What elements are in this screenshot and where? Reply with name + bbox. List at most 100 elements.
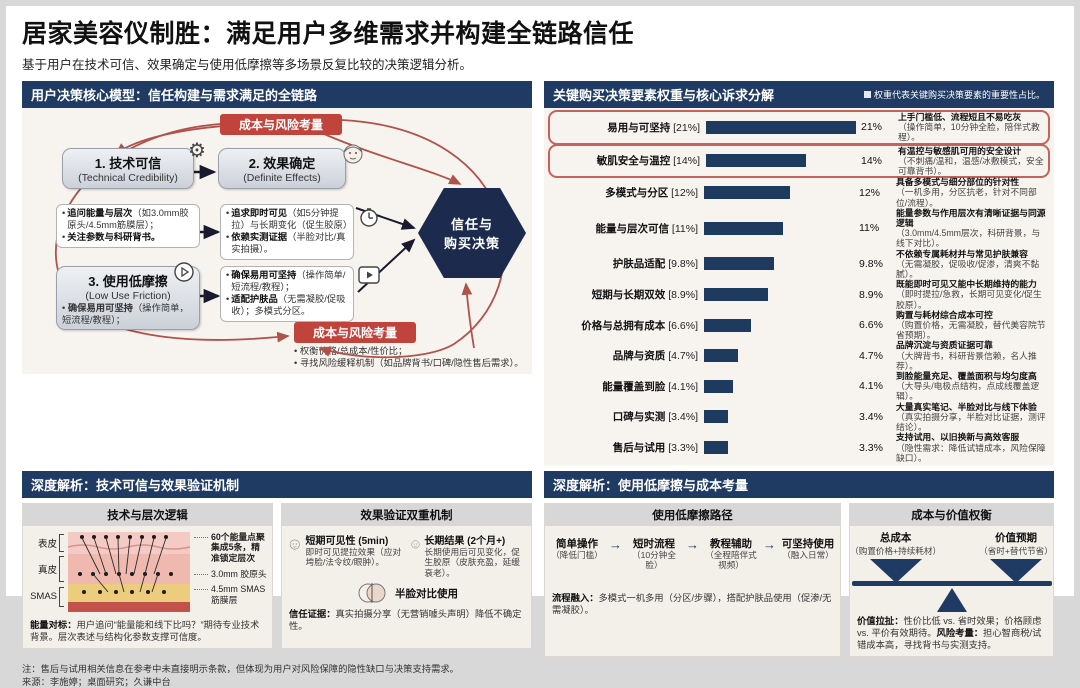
cost-risk-badge-bottom: 成本与风险考量: [294, 322, 416, 343]
slide-header: 居家美容仪制胜：满足用户多维需求并构建全链路信任 基于用户在技术可信、效果确定与…: [22, 14, 1058, 73]
row-detail: （真实拍摄分享，半脸对比证据，测评结论）。: [896, 411, 1046, 433]
bracket: [59, 586, 64, 607]
weight-row: 品牌与资质 [4.7%] 4.7% 品牌沉淀与资质证据可靠 （大牌背书，科研背景信…: [548, 340, 1050, 371]
tech-layer-box: 技术与层次逻辑 表皮 真皮 SMAS: [22, 502, 273, 650]
trust-evidence-note: 信任证据：真实拍摄分享（无营销噱头声明）降低不确定性。: [289, 609, 522, 632]
weight-value: 12%: [859, 186, 881, 199]
hexagon-line2: 购买决策: [443, 236, 500, 251]
row-detail: （无需凝胶，促吸收/促渗，清爽不黏腻）。: [896, 258, 1040, 280]
scale-left-pan: 总成本 （购置价格+持续耗材）: [850, 530, 941, 583]
weight-row: 短期与长期双效 [8.9%] 8.9% 既能即时可见又能中长期维持的能力 （即时提…: [548, 279, 1050, 310]
row-headline: 具备多模式与细分部位的针对性: [896, 177, 1020, 188]
deep-left-title: 深度解析：技术可信与效果验证机制: [31, 477, 240, 493]
weight-bar: [704, 349, 738, 363]
tech-layer-box-header: 技术与层次逻辑: [23, 503, 272, 526]
face-icon: [289, 539, 300, 550]
weights-note: 权重代表关键购买决策要素的重要性占比。: [863, 88, 1045, 101]
bullet-item: • 寻找风险缓释机制（如品牌背书/口碑/隐性售后需求）。: [294, 358, 524, 369]
decision-model-panel: 用户决策核心模型：信任构建与需求满足的全链路: [22, 81, 532, 465]
annotation: 60个能量点聚集成5条，精准锁定层次: [194, 532, 267, 564]
node2-subtitle: (Definite Effects): [243, 172, 321, 184]
decision-model-title: 用户决策核心模型：信任构建与需求满足的全链路: [31, 88, 318, 103]
effect-verify-header: 效果验证双重机制: [282, 503, 531, 526]
weight-value: 6.6%: [859, 319, 883, 332]
row-headline: 品牌沉淀与资质证据可靠: [896, 340, 993, 351]
node-technical-credibility: 1. 技术可信 (Technical Credibility): [62, 148, 194, 189]
weights-panel: 关键购买决策要素权重与核心诉求分解 权重代表关键购买决策要素的重要性占比。 易用…: [544, 81, 1054, 465]
weight-row: 能量与层次可信 [11%] 11% 能量参数与作用层次有清晰证据与同源逻辑 （3.…: [548, 208, 1050, 249]
factor-label: 敏肌安全与温控: [596, 155, 671, 168]
row-detail: （不刺痛/温和，温感/冰敷模式，安全可靠背书）。: [898, 155, 1044, 177]
row-headline: 大量真实笔记、半脸对比与线下体验: [896, 401, 1037, 412]
factor-weight: [9.8%]: [668, 258, 698, 271]
row-detail: （一机多用，分区抗老，针对不同部位/流程）。: [896, 187, 1037, 208]
factor-label: 能量覆盖到脸: [602, 380, 666, 393]
cost-value-header: 成本与价值权衡: [850, 503, 1053, 526]
page-title: 居家美容仪制胜：满足用户多维需求并构建全链路信任: [22, 20, 635, 48]
bullet-item: • 适配护肤品（无需凝胶/促吸收）；多模式分区。: [226, 293, 346, 316]
weight-bar: [704, 186, 790, 200]
friction-path-box: 使用低摩擦路径 简单操作 （降低门槛） → 短时流程 （10分钟全脸） → 教程辅助…: [544, 502, 841, 658]
arrow-right-icon: →: [609, 536, 622, 552]
factor-label: 易用与可坚持: [607, 121, 671, 134]
short-term-title: 短期可见性 (5min): [305, 535, 389, 547]
row-headline: 有温控与敏感肌可用的安全设计: [898, 145, 1022, 156]
decision-model-header: 用户决策核心模型：信任构建与需求满足的全链路: [22, 81, 532, 108]
trust-decision-hexagon: 信任与 购买决策: [418, 188, 526, 278]
factor-weight: [4.7%]: [668, 350, 698, 363]
factor-label: 短期与长期双效: [591, 289, 666, 302]
arrow-right-icon: →: [686, 536, 699, 552]
bullet-item: • 权衡价格/总成本/性价比；: [294, 346, 408, 356]
weight-value: 8.9%: [859, 288, 883, 301]
skin-layer-labels: 表皮 真皮 SMAS: [28, 532, 64, 614]
bullet-item: • 追求即时可见（如5分钟提拉）与长期变化（促生胶原）: [226, 208, 353, 230]
weight-row: 能量覆盖到脸 [4.1%] 4.1% 到脸能量充足、覆盖面积与均匀度高 （大导头/…: [548, 371, 1050, 402]
weight-bar: [704, 379, 734, 393]
half-face-item: 半脸对比使用: [282, 578, 531, 605]
factor-label: 能量与层次可信: [595, 222, 670, 235]
bullet-item: • 关注参数与科研背书。: [62, 231, 161, 242]
weight-row: 价格与总拥有成本 [6.6%] 6.6% 购置与耗材综合成本可控 （购置价格，无需…: [548, 310, 1050, 341]
play-loop-icon: [172, 260, 196, 289]
deep-left-header: 深度解析：技术可信与效果验证机制: [22, 470, 532, 498]
weight-value: 3.4%: [859, 410, 883, 423]
weight-bar: [704, 441, 728, 455]
flow-integration-note: 流程融入：多模式一机多用（分区/步骤），搭配护肤品使用（促渗/无需凝胶）。: [552, 592, 832, 615]
flow-step: 短时流程 （10分钟全脸）: [632, 537, 676, 570]
cost-risk-bullets: • 权衡价格/总成本/性价比； • 寻找风险缓释机制（如品牌背书/口碑/隐性售后…: [294, 345, 526, 369]
node1-bullets: • 追问能量与层次（如3.0mm胶原头/4.5mm筋膜层）； • 关注参数与科研背书…: [56, 204, 200, 248]
weight-row: 口碑与实测 [3.4%] 3.4% 大量真实笔记、半脸对比与线下体验 （真实拍摄分…: [548, 402, 1050, 433]
factor-label: 品牌与资质: [612, 350, 666, 363]
node2-title: 2. 效果确定: [248, 156, 316, 171]
face-icon: [410, 540, 419, 549]
long-term-desc: 长期使用后可见变化，促生胶原（皮肤充盈，延缓衰老）。: [424, 546, 520, 578]
short-term-item: 短期可见性 (5min) 即时可见提拉效果（应对垮脸/法令纹/眼肿）。: [288, 532, 404, 578]
bullet-dot: •: [226, 270, 230, 280]
bullet-dot: •: [226, 293, 230, 304]
row-headline: 不依赖专属耗材并与常见护肤兼容: [896, 248, 1028, 259]
row-headline: 购置与耗材综合成本可控: [896, 309, 993, 320]
face-icon: [340, 140, 366, 171]
top-row: 用户决策核心模型：信任构建与需求满足的全链路: [22, 81, 1058, 465]
deep-right-header: 深度解析：使用低摩擦与成本考量: [544, 470, 1054, 498]
arrow-right-icon: →: [763, 536, 776, 552]
node1-subtitle: (Technical Credibility): [78, 172, 178, 184]
scale-fulcrum: [936, 587, 967, 612]
flow-step: 教程辅助 （全程陪伴式视频）: [705, 537, 757, 570]
weight-value: 14%: [861, 154, 883, 167]
square-bullet-icon: [863, 91, 871, 98]
factor-weight: [4.1%]: [668, 380, 698, 393]
weight-bar: [704, 288, 768, 302]
deep-right-panel: 深度解析：使用低摩擦与成本考量 使用低摩擦路径 简单操作 （降低门槛） → 短时流…: [544, 470, 1054, 658]
weight-bar: [704, 221, 783, 235]
bullet-item: • 依赖实测证据（半脸对比/真实拍摄）。: [226, 231, 346, 254]
weights-header: 关键购买决策要素权重与核心诉求分解 权重代表关键购买决策要素的重要性占比。: [544, 81, 1054, 108]
bullet-dot: •: [226, 231, 230, 242]
friction-path-header: 使用低摩擦路径: [545, 503, 840, 526]
row-headline: 上手门槛低、流程短且不易吃灰: [898, 112, 1022, 122]
factor-weight: [6.6%]: [668, 319, 698, 332]
scale-right-pan: 价值预期 （省时+替代节省）: [979, 530, 1053, 583]
row-detail: （购置价格，无需凝胶，替代美容院节省预期）。: [896, 320, 1046, 341]
cost-value-box: 成本与价值权衡 总成本 （购置价格+持续耗材） 价值预期 （省时+替代节省）: [849, 502, 1054, 658]
bullet-dot: •: [62, 208, 66, 218]
